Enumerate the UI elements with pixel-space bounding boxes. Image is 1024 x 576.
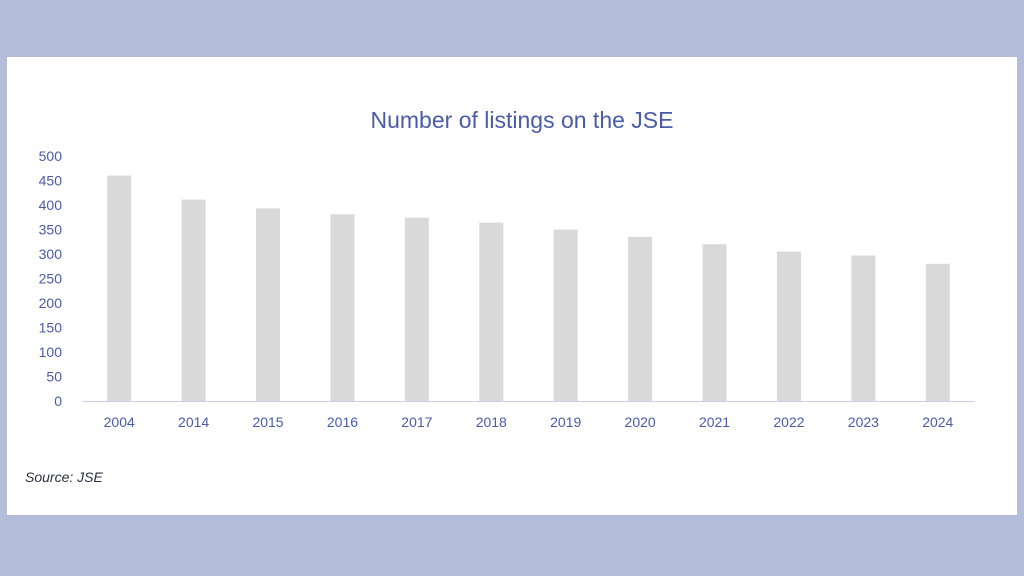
source-note: Source: JSE	[25, 469, 103, 485]
bar-2024	[925, 263, 950, 401]
x-tick-label: 2014	[178, 414, 209, 430]
y-tick-label: 350	[39, 222, 63, 238]
y-tick-label: 500	[39, 148, 63, 164]
x-tick-label: 2018	[476, 414, 507, 430]
x-tick-label: 2016	[327, 414, 358, 430]
bar-2020	[628, 236, 653, 401]
y-tick-label: 450	[39, 173, 63, 189]
x-tick-label: 2023	[848, 414, 879, 430]
bar-2021	[702, 244, 727, 401]
x-tick-label: 2015	[252, 414, 283, 430]
chart-card: Number of listings on the JSE 0 50 100 150 2…	[7, 57, 1017, 515]
x-tick-label: 2019	[550, 414, 581, 430]
y-axis: 0 50 100 150 200 250 300 350 400 450 500	[39, 148, 63, 409]
x-tick-label: 2004	[104, 414, 135, 430]
y-tick-label: 200	[39, 295, 63, 311]
y-tick-label: 100	[39, 344, 63, 360]
y-tick-label: 400	[39, 197, 63, 213]
y-tick-label: 150	[39, 320, 63, 336]
y-tick-label: 0	[54, 393, 62, 409]
bar-2015	[256, 208, 281, 401]
chart-title: Number of listings on the JSE	[370, 107, 674, 133]
bar-2018	[479, 222, 504, 401]
x-tick-label: 2017	[401, 414, 432, 430]
y-tick-label: 50	[46, 369, 62, 385]
x-tick-label: 2024	[922, 414, 953, 430]
x-tick-label: 2020	[625, 414, 656, 430]
bar-2014	[181, 199, 206, 401]
x-tick-label: 2021	[699, 414, 730, 430]
bar-2016	[330, 214, 355, 401]
bar-2019	[553, 229, 578, 401]
y-tick-label: 250	[39, 271, 63, 287]
bar-2023	[851, 255, 876, 401]
bar-2017	[404, 217, 429, 401]
x-axis: 2004 2014 2015 2016 2017 2018 2019 2020 2021 2022…	[104, 414, 954, 430]
y-tick-label: 300	[39, 246, 63, 262]
bar-2004	[107, 175, 132, 401]
x-tick-label: 2022	[773, 414, 804, 430]
bar-2022	[776, 251, 801, 401]
bars-group	[107, 175, 950, 401]
